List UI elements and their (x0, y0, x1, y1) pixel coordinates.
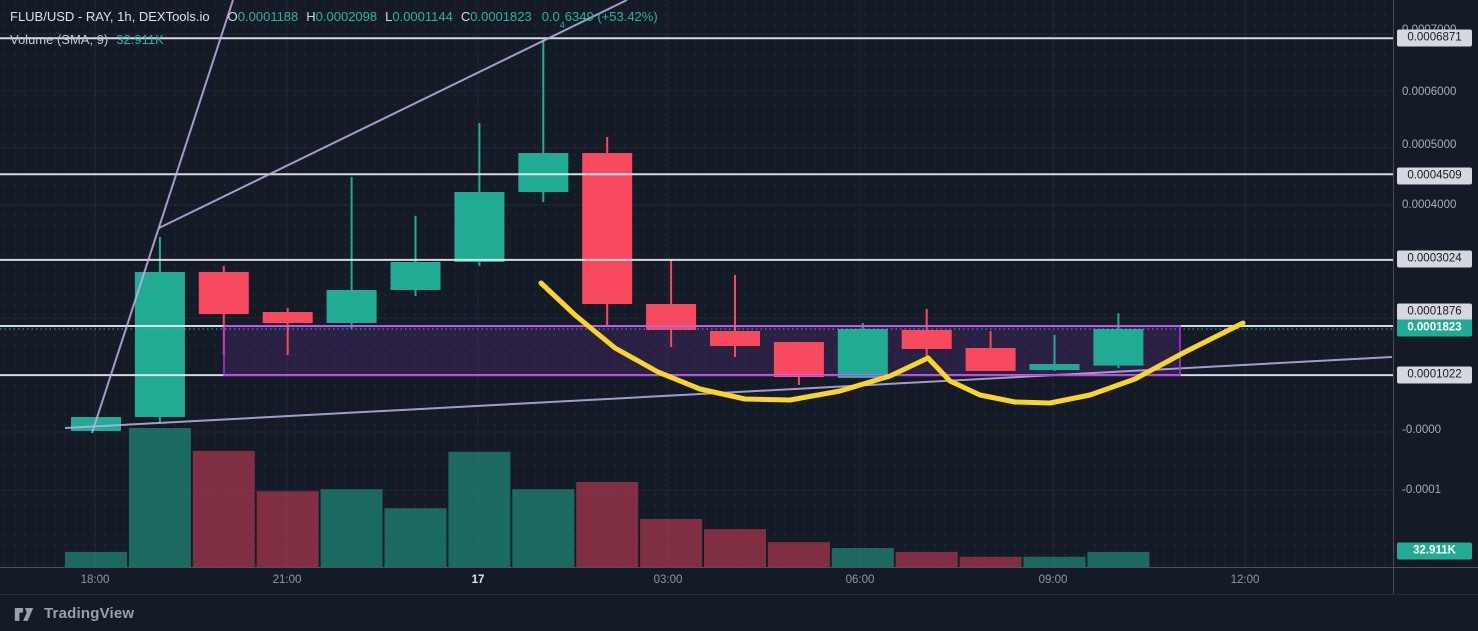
brush-drawing[interactable] (925, 320, 1246, 406)
time-axis[interactable]: 18:00 21:00 17 03:00 06:00 09:00 12:00 (0, 568, 1393, 594)
change-rest: 6349 (+53.42%) (564, 9, 658, 24)
ohlc-value: 0.0001144 (392, 9, 453, 24)
volume-bar (320, 489, 383, 567)
legend-symbol-row: FLUB/USD - RAY, 1h, DEXTools.io O0.000118… (10, 9, 658, 30)
volume-bar (1023, 556, 1086, 567)
footer-bar: TradingView (0, 594, 1478, 631)
candle-body (198, 271, 249, 315)
change-prefix: 0.0 (541, 9, 560, 24)
symbol-title[interactable]: FLUB/USD - RAY, 1h, DEXTools.io (10, 9, 210, 24)
trendline-drawing[interactable] (158, 0, 628, 229)
candle-body (326, 290, 377, 324)
volume-bar (128, 428, 191, 567)
time-tick-label: 03:00 (653, 574, 683, 586)
price-badge: 0.0001876 (1397, 303, 1472, 321)
tradingview-brand[interactable]: TradingView (44, 604, 135, 622)
volume-bar (576, 481, 639, 567)
volume-bar (192, 450, 255, 567)
volume-bar (448, 451, 511, 567)
price-badge: 0.0004509 (1397, 167, 1472, 185)
price-badge-accent: 32.911K (1397, 542, 1472, 560)
candle-body (262, 312, 313, 324)
volume-bar (704, 529, 766, 567)
price-tick-label: 0.0006000 (1402, 86, 1457, 98)
candle-body (390, 262, 441, 290)
trendline-drawing[interactable] (64, 356, 1393, 429)
volume-legend-label[interactable]: Volume (SMA, 9) (10, 31, 109, 47)
brush-drawing[interactable] (538, 280, 931, 403)
price-tick-label: 0.0005000 (1402, 139, 1457, 151)
ohlc-label: L (385, 9, 393, 24)
price-axis[interactable]: 0.00070000.00060000.00050000.0004000-0.0… (1393, 0, 1478, 594)
time-tick-label: 12:00 (1230, 574, 1260, 586)
candle-body (1029, 364, 1080, 371)
candle-body (1093, 328, 1144, 366)
volume-bar (831, 548, 894, 567)
ohlc-label: O (227, 9, 238, 24)
time-tick-label: 21:00 (272, 574, 302, 586)
time-tick-label: 17 (471, 574, 485, 586)
volume-bar (640, 518, 703, 567)
volume-bar (895, 551, 958, 567)
trendline-drawing[interactable] (91, 0, 234, 434)
volume-bar (384, 508, 447, 567)
time-axis-separator (0, 567, 1478, 568)
candle-body (901, 329, 952, 349)
change-value: 0.046349 (+53.42%) (541, 9, 658, 30)
volume-bar (65, 551, 127, 567)
range-rectangle-fill[interactable] (224, 325, 1180, 376)
candle-body (773, 342, 824, 377)
candle-body (134, 271, 185, 418)
time-tick-label: 09:00 (1038, 574, 1068, 586)
volume-legend-value: 32.911K (116, 31, 164, 47)
candle-body (518, 153, 569, 193)
time-tick-label: 18:00 (80, 574, 110, 586)
price-badge-accent: 0.0001823 (1397, 319, 1472, 337)
candle-body (965, 348, 1016, 371)
volume-bar (1087, 551, 1150, 567)
chart-pane[interactable]: FLUB/USD - RAY, 1h, DEXTools.io O0.000118… (0, 0, 1393, 567)
ohlc-values: O0.0001188 H0.0002098 L0.0001144 C0.0001823 (220, 9, 532, 24)
range-rectangle-drawing[interactable] (223, 325, 1181, 376)
ohlc-label: C (460, 9, 471, 24)
volume-bar (256, 491, 319, 567)
price-badge: 0.0006871 (1397, 29, 1472, 47)
time-tick-label: 06:00 (845, 574, 875, 586)
price-tick-label: 0.0004000 (1402, 199, 1457, 211)
price-tick-label: -0.0001 (1402, 484, 1442, 496)
ohlc-value: 0.0001823 (470, 9, 532, 24)
volume-bar (512, 489, 575, 567)
price-badge: 0.0001022 (1397, 366, 1472, 384)
ohlc-value: 0.0002098 (315, 9, 378, 24)
candlestick-chart-svg[interactable] (0, 0, 1393, 567)
candle-body (454, 192, 505, 263)
ohlc-label: H (306, 9, 316, 24)
tradingview-logo-icon[interactable] (13, 604, 35, 623)
change-subscript: 4 (559, 19, 565, 30)
legend-volume-row: Volume (SMA, 9) 32.911K (10, 32, 658, 47)
candle-body (582, 153, 633, 304)
volume-bar (959, 556, 1022, 567)
volume-bar (767, 542, 830, 567)
chart-legend: FLUB/USD - RAY, 1h, DEXTools.io O0.000118… (10, 9, 658, 47)
price-tick-label: -0.0000 (1402, 424, 1442, 436)
ohlc-value: 0.0001188 (237, 9, 299, 24)
price-badge: 0.0003024 (1397, 250, 1472, 268)
candle-body (710, 331, 760, 346)
candle-body (837, 328, 888, 379)
